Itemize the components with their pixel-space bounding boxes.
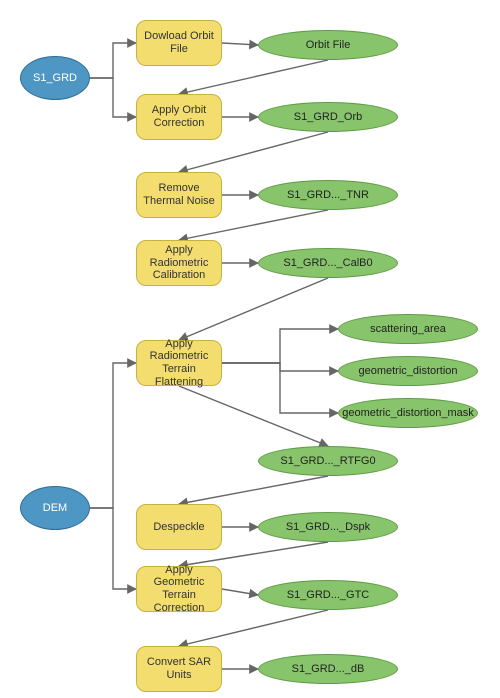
node-label: S1_GRD — [33, 72, 77, 85]
edges-layer — [0, 0, 500, 698]
node-label: S1_GRD..._GTC — [287, 589, 370, 602]
edge-p_download-to-o_orbit — [222, 43, 258, 45]
flowchart-stage: S1_GRD DEM Dowload Orbit File Apply Orbit C… — [0, 0, 500, 698]
node-o_scat: scattering_area — [338, 314, 478, 344]
edge-p_rtf-to-o_geomask — [222, 363, 338, 413]
node-label: Apply Orbit Correction — [143, 104, 215, 129]
node-o_orbit: Orbit File — [258, 30, 398, 60]
node-p_download: Dowload Orbit File — [136, 20, 222, 66]
node-label: geometric_distortion — [358, 365, 457, 378]
node-dem: DEM — [20, 486, 90, 530]
node-p_dspk: Despeckle — [136, 504, 222, 550]
node-label: S1_GRD_Orb — [294, 111, 362, 124]
node-label: Remove Thermal Noise — [143, 182, 215, 207]
edge-p_rtf-to-o_scat — [222, 329, 338, 363]
node-label: DEM — [43, 502, 67, 515]
node-label: Despeckle — [153, 521, 204, 534]
edge-p_rtf-to-o_rtfg0 — [179, 386, 328, 446]
edge-s1_grd-to-p_orbcorr — [90, 78, 136, 117]
node-label: Apply Radiometric Calibration — [143, 244, 215, 282]
node-label: S1_GRD..._RTFG0 — [280, 455, 375, 468]
edge-s1_grd-to-p_download — [90, 43, 136, 78]
node-p_cal: Apply Radiometric Calibration — [136, 240, 222, 286]
node-label: S1_GRD..._dB — [292, 663, 365, 676]
node-label: Orbit File — [306, 39, 351, 52]
node-o_orb: S1_GRD_Orb — [258, 102, 398, 132]
node-label: Apply Geometric Terrain Correction — [143, 564, 215, 615]
node-label: Apply Radiometric Terrain Flattening — [143, 338, 215, 389]
node-label: S1_GRD..._Dspk — [286, 521, 370, 534]
node-s1_grd: S1_GRD — [20, 56, 90, 100]
node-o_geo: geometric_distortion — [338, 356, 478, 386]
node-o_tnr: S1_GRD..._TNR — [258, 180, 398, 210]
node-p_gtc: Apply Geometric Terrain Correction — [136, 566, 222, 612]
node-o_geomask: geometric_distortion_mask — [338, 398, 478, 428]
node-p_rtf: Apply Radiometric Terrain Flattening — [136, 340, 222, 386]
node-o_dspk: S1_GRD..._Dspk — [258, 512, 398, 542]
node-o_db: S1_GRD..._dB — [258, 654, 398, 684]
edge-dem-to-p_gtc — [90, 508, 136, 589]
node-label: Convert SAR Units — [143, 656, 215, 681]
node-p_db: Convert SAR Units — [136, 646, 222, 692]
node-p_orbcorr: Apply Orbit Correction — [136, 94, 222, 140]
node-o_rtfg0: S1_GRD..._RTFG0 — [258, 446, 398, 476]
edge-o_rtfg0-to-p_dspk — [179, 476, 328, 504]
edge-o_gtc-to-p_db — [179, 610, 328, 646]
node-o_calb0: S1_GRD..._CalB0 — [258, 248, 398, 278]
node-label: S1_GRD..._TNR — [287, 189, 369, 202]
edge-p_gtc-to-o_gtc — [222, 589, 258, 595]
node-o_gtc: S1_GRD..._GTC — [258, 580, 398, 610]
edge-o_calb0-to-p_rtf — [179, 278, 328, 340]
node-label: Dowload Orbit File — [143, 30, 215, 55]
edge-p_rtf-to-o_geo — [222, 363, 338, 371]
node-label: S1_GRD..._CalB0 — [283, 257, 372, 270]
node-p_tnr: Remove Thermal Noise — [136, 172, 222, 218]
node-label: geometric_distortion_mask — [342, 407, 473, 420]
edge-dem-to-p_rtf — [90, 363, 136, 508]
node-label: scattering_area — [370, 323, 446, 336]
